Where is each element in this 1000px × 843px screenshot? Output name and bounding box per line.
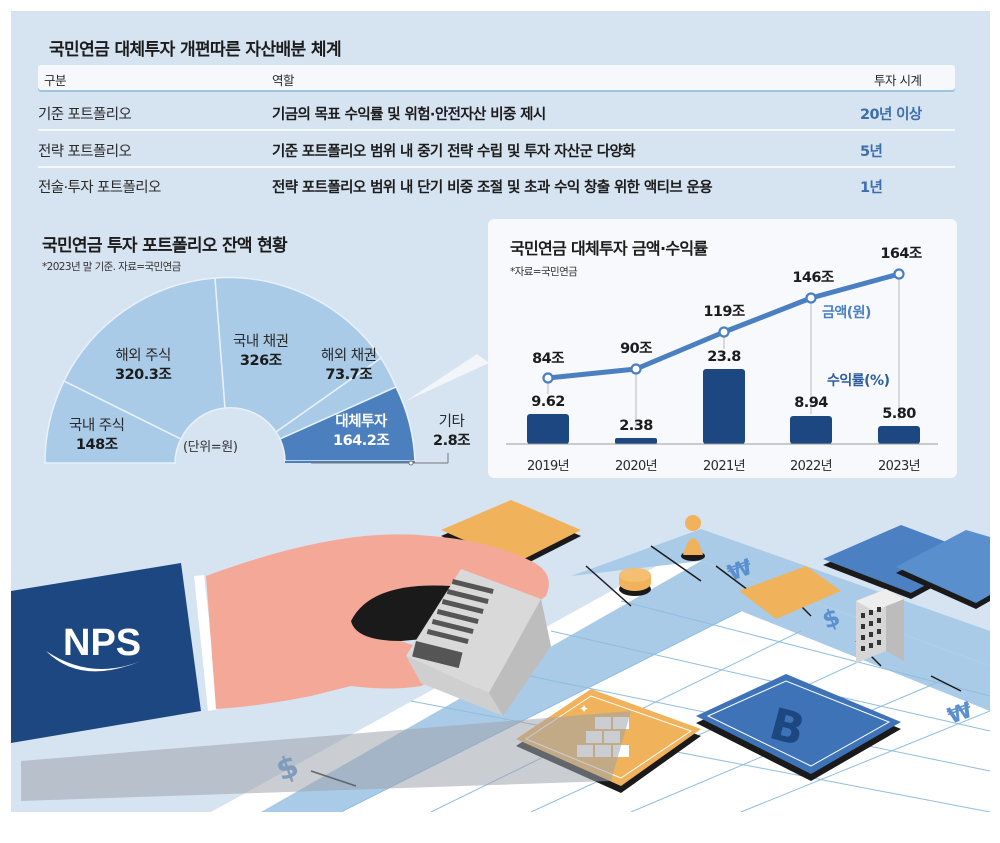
row-divider <box>38 129 955 131</box>
row-horizon: 20년 이상 <box>860 107 922 123</box>
legend-amount: 금액(원) <box>822 305 871 321</box>
card-stack-blue <box>823 525 990 609</box>
return-label: 9.62 <box>531 394 565 410</box>
year-label: 2021년 <box>702 459 746 474</box>
bar-2022 <box>790 416 832 444</box>
building-block-piece <box>406 569 551 716</box>
svg-text:✦: ✦ <box>579 702 589 716</box>
bar-2021 <box>703 369 745 444</box>
game-token <box>619 568 651 596</box>
row-category: 전술·투자 포트폴리오 <box>38 180 161 196</box>
slice-domestic-bond <box>214 276 383 434</box>
return-label: 23.8 <box>707 349 741 365</box>
header-horizon: 투자 시계 <box>874 73 922 88</box>
infographic-panel: 국민연금 대체투자 개편따른 자산배분 체계 구분 역할 투자 시계 기준 포트… <box>11 11 990 812</box>
slice-foreign-stock <box>62 277 226 441</box>
header-category: 구분 <box>44 73 67 88</box>
year-label: 2019년 <box>526 459 570 474</box>
donut-unit: (단위=원) <box>183 440 238 455</box>
year-label: 2023년 <box>877 459 921 474</box>
year-label: 2022년 <box>789 459 833 474</box>
amount-label: 119조 <box>703 304 745 320</box>
game-pawn <box>681 515 705 561</box>
return-label: 2.38 <box>619 418 653 434</box>
row-role: 전략 포트폴리오 범위 내 단기 비중 조절 및 초과 수익 창출 위한 액티브… <box>272 180 713 196</box>
row-divider <box>38 166 955 168</box>
amount-label: 146조 <box>792 270 834 286</box>
point-2020 <box>630 363 642 375</box>
combo-note: *자료=국민연금 <box>510 266 578 278</box>
table-header: 구분 역할 투자 시계 <box>38 65 955 90</box>
label-foreign-bond: 해외 채권 73.7조 <box>321 348 377 383</box>
bar-2019 <box>527 414 569 444</box>
point-2023 <box>893 268 905 280</box>
table-row: 기준 포트폴리오 기금의 목표 수익률 및 위험·안전자산 비중 제시 20년 … <box>38 94 955 130</box>
label-alternative: 대체투자 164.2조 <box>333 414 390 449</box>
nps-logo-swoosh <box>46 651 141 672</box>
legend-return: 수익률(%) <box>827 373 890 389</box>
nps-sleeve: NPS <box>11 563 219 743</box>
label-other: 기타 2.8조 <box>433 414 471 449</box>
row-horizon: 5년 <box>860 144 883 160</box>
row-horizon: 1년 <box>860 180 883 196</box>
bar-2020 <box>615 438 657 444</box>
year-label: 2020년 <box>614 459 658 474</box>
return-label: 5.80 <box>882 406 916 422</box>
return-bars <box>527 369 920 444</box>
row-category: 전략 포트폴리오 <box>38 144 132 160</box>
donut-title: 국민연금 투자 포트폴리오 잔액 현황 <box>42 236 288 256</box>
row-role: 기금의 목표 수익률 및 위험·안전자산 비중 제시 <box>272 107 546 123</box>
combo-chart-card: 국민연금 대체투자 금액·수익률 *자료=국민연금 <box>488 219 957 478</box>
label-domestic-bond: 국내 채권 326조 <box>233 334 289 369</box>
table-title: 국민연금 대체투자 개편따른 자산배분 체계 <box>49 40 342 60</box>
combo-chart <box>506 268 938 445</box>
nps-logo: NPS <box>63 622 141 664</box>
bar-2023 <box>878 426 920 444</box>
donut-note: *2023년 말 기준. 자료=국민연금 <box>42 261 181 273</box>
table-row: 전략 포트폴리오 기준 포트폴리오 범위 내 중기 전략 수립 및 투자 자산군… <box>38 131 955 167</box>
slice-alternative <box>279 386 416 462</box>
point-2021 <box>718 326 730 338</box>
half-donut-chart <box>44 276 489 466</box>
bitcoin-card: B <box>696 674 901 781</box>
board-game-illustration: ₩ ₩ $ $ <box>11 500 990 812</box>
amount-label: 164조 <box>880 246 922 262</box>
row-category: 기준 포트폴리오 <box>38 107 132 123</box>
table-row: 전술·투자 포트폴리오 전략 포트폴리오 범위 내 단기 비중 조절 및 초과 … <box>38 167 955 203</box>
return-label: 8.94 <box>794 395 828 411</box>
header-role: 역할 <box>272 73 295 88</box>
orange-card <box>441 500 581 563</box>
combo-title: 국민연금 대체투자 금액·수익률 <box>510 239 708 258</box>
amount-label: 90조 <box>620 341 652 357</box>
point-2019 <box>542 372 554 384</box>
label-foreign-stock: 해외 주식 320.3조 <box>115 348 172 383</box>
label-domestic-stock: 국내 주식 148조 <box>69 418 125 453</box>
callout-wedge <box>406 354 489 401</box>
row-role: 기준 포트폴리오 범위 내 중기 전략 수립 및 투자 자산군 다양화 <box>272 144 636 160</box>
amount-label: 84조 <box>532 351 564 367</box>
building-piece <box>856 589 904 663</box>
point-2022 <box>805 292 817 304</box>
